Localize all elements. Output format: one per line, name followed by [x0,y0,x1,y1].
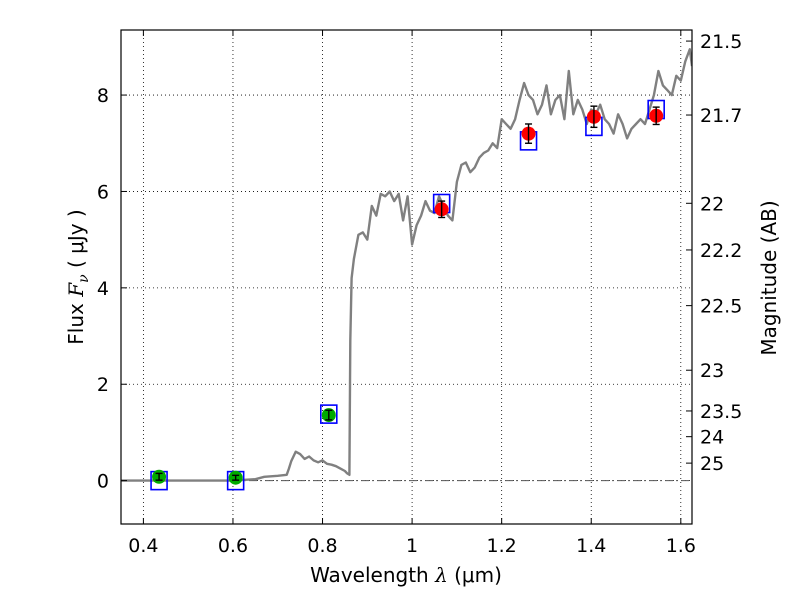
x-tick-label: 1.4 [576,535,606,557]
y2-tick-label: 22.5 [700,296,742,318]
x-axis-label: Wavelength λ (μm) [310,563,502,587]
model-photometry [150,99,665,491]
observed-photometry [152,105,664,485]
y-tick-label: 6 [97,181,109,203]
x-tick-label: 1.6 [666,535,696,557]
x-tick-label: 1.2 [487,535,517,557]
x-tick-label: 0.4 [128,535,158,557]
x-tick-label: 1 [406,535,418,557]
y-axis-label: Flux Fν ( μJy ) [64,209,92,344]
sed-line [121,48,692,482]
model-sed [121,48,692,482]
x-tick-label: 0.8 [307,535,337,557]
x-axis: 0.4 0.6 0.8 1 1.2 1.4 1.6 [128,30,696,557]
plot-frame [120,29,693,525]
y-tick-label: 0 [97,471,109,493]
y2-tick-label: 25 [700,453,724,475]
x-tick-label: 0.6 [218,535,248,557]
y-tick-label: 2 [97,374,109,396]
y-tick-label: 8 [97,85,109,107]
model-box [319,404,338,424]
grid [121,30,692,524]
y2-tick-label: 23 [700,360,724,382]
y2-tick-label: 22 [700,193,724,215]
y2-tick-label: 21.5 [700,31,742,53]
y2-tick-label: 23.5 [700,401,742,423]
y2-axis: 21.5 21.7 22 22.2 22.5 23 23.5 24 25 [686,31,742,475]
y2-tick-label: 21.7 [700,105,742,127]
y2-axis-label: Magnitude (AB) [757,200,781,355]
y-axis: 0 2 4 6 8 [97,85,127,493]
y-tick-label: 4 [97,278,109,300]
y2-tick-label: 22.2 [700,240,742,262]
y2-tick-label: 24 [700,427,724,449]
